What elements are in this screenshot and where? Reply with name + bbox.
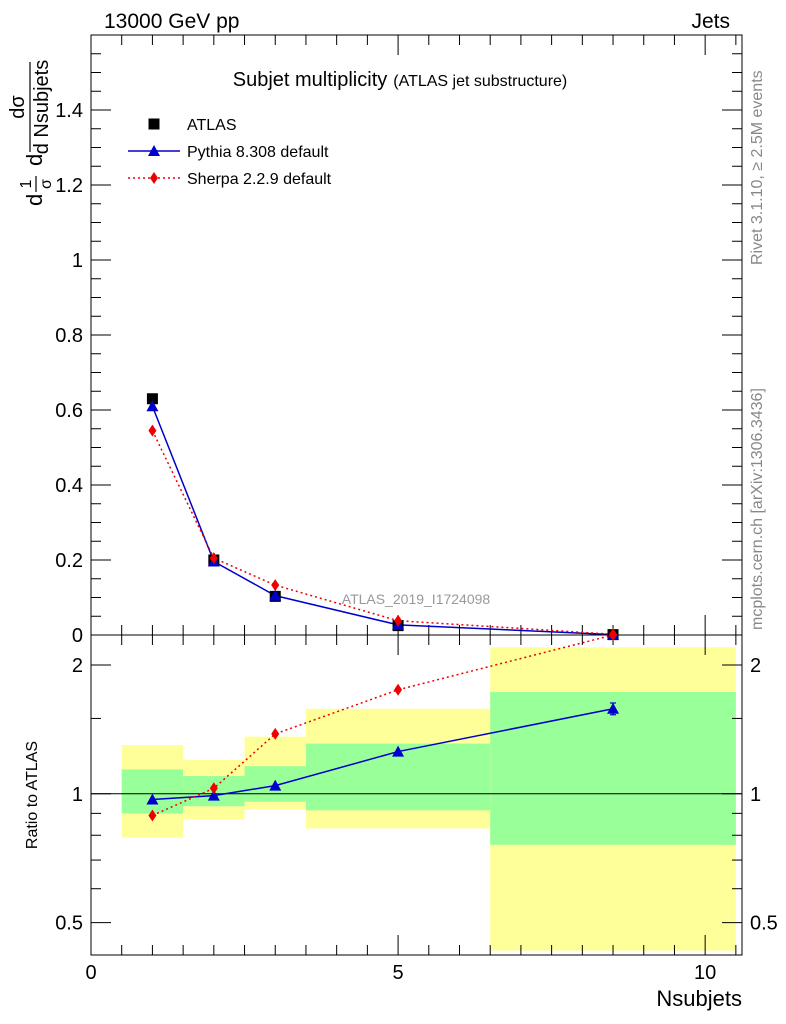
ratio-ytick-label-right: 0.5	[750, 913, 778, 935]
ylabel-prefix: d	[22, 194, 47, 206]
ratio-point-1	[209, 782, 218, 795]
header-right: Jets	[691, 10, 730, 33]
ratio-ytick-label: 2	[72, 655, 83, 677]
main-ytick-label: 0.6	[55, 400, 83, 422]
ratio-ylabel: Ratio to ATLAS	[24, 741, 41, 849]
main-point-2	[148, 424, 157, 437]
main-point-2	[209, 552, 218, 565]
main-point-2	[271, 579, 280, 592]
legend-label-2: Sherpa 2.2.9 default	[187, 171, 332, 188]
title-text: Subjet multiplicity	[233, 69, 388, 91]
main-ytick-label: 0.4	[55, 475, 83, 497]
ratio-point-0	[207, 789, 220, 801]
side-rivet-text: Rivet 3.1.10, ≥ 2.5M events	[749, 70, 766, 265]
main-ytick-label: 1.4	[55, 100, 83, 122]
ylabel-mid: d	[22, 154, 47, 166]
ratio-point-1	[394, 683, 403, 696]
main-plot: Subjet multiplicity (ATLAS jet substructu…	[55, 34, 743, 647]
main-ytick-label: 1	[72, 250, 83, 272]
ratio-plot: 0.5 0.5 1 1 2 2 0 5 10	[55, 629, 778, 984]
legend-marker-1	[148, 145, 160, 156]
ratio-frame	[90, 634, 743, 956]
analysis-watermark: ATLAS_2019_I1724098	[342, 591, 491, 607]
ratio-point-1	[271, 727, 280, 740]
main-point-1	[146, 400, 159, 412]
ylabel-frac2-num: dσ	[7, 95, 29, 119]
ratio-ytick-label: 1	[72, 784, 83, 806]
legend-label-1: Pythia 8.308 default	[187, 144, 329, 161]
main-ylabel: d 1 σ d dσ d Nsubjets	[7, 60, 55, 206]
main-ytick-label: 0.2	[55, 550, 83, 572]
ylabel-frac1-den: σ	[38, 179, 55, 189]
main-ytick-label: 0.8	[55, 325, 83, 347]
side-mcplots-text: mcplots.cern.ch [arXiv:1306.3436]	[749, 388, 766, 630]
ratio-point-0	[269, 779, 282, 791]
main-point-2	[394, 614, 403, 627]
main-ytick-label: 0	[72, 625, 83, 647]
ratio-xtick-label: 0	[85, 962, 96, 984]
ratio-xtick-label: 10	[694, 962, 716, 984]
legend-marker-0	[148, 118, 160, 130]
main-point-1	[269, 589, 282, 601]
ratio-xlabel: Nsubjets	[656, 986, 742, 1011]
ratio-ytick-label-right: 1	[750, 784, 761, 806]
subtitle-text: (ATLAS jet substructure)	[393, 73, 567, 90]
header-left: 13000 GeV pp	[104, 10, 239, 33]
ratio-point-0	[607, 702, 620, 714]
ratio-point-1	[148, 809, 157, 822]
ratio-point-0	[392, 745, 405, 757]
ylabel-frac1-num: 1	[18, 179, 35, 188]
ylabel-frac2-den: d Nsubjets	[31, 60, 53, 155]
ratio-point-0	[146, 793, 159, 805]
ratio-ytick-label: 0.5	[55, 913, 83, 935]
legend-label-0: ATLAS	[187, 117, 237, 134]
green-band-0	[121, 769, 184, 814]
main-point-0	[146, 393, 158, 405]
ratio-xtick-label: 5	[393, 962, 404, 984]
legend-marker-2	[150, 172, 158, 184]
legend: ATLAS Pythia 8.308 default Sherpa 2.2.9 de…	[128, 117, 332, 188]
main-ytick-label: 1.2	[55, 175, 83, 197]
ratio-ytick-label-right: 2	[750, 655, 761, 677]
main-title: Subjet multiplicity (ATLAS jet substructu…	[233, 69, 568, 91]
ratio-point-1	[609, 629, 618, 641]
green-band-4	[490, 691, 736, 845]
